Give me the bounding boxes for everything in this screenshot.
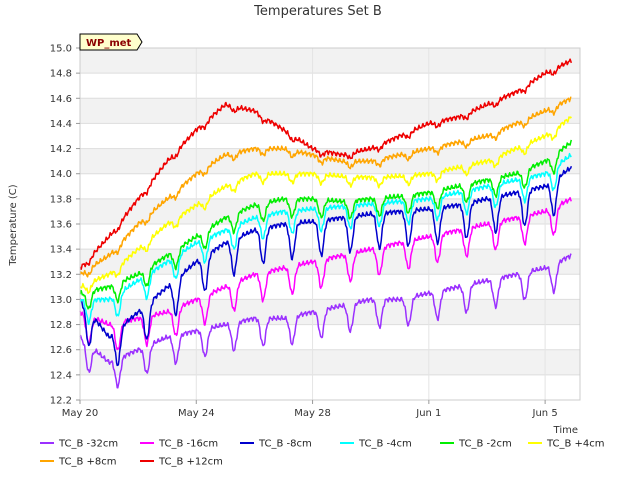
x-tick-label: May 20 [62, 408, 99, 419]
badge-box [79, 33, 143, 51]
legend: TC_B -32cm TC_B -16cm TC_B -8cm TC_B -4cm TC… [40, 439, 605, 468]
x-tick-label: Jun 5 [532, 408, 558, 419]
x-axis-label: Time [553, 425, 578, 436]
legend-label: TC_B +8cm [58, 457, 117, 468]
series-line [79, 152, 572, 326]
legend-label: TC_B +12cm [158, 457, 223, 468]
series-layer [79, 58, 573, 389]
y-tick-label: 13.4 [50, 245, 72, 256]
y-tick-label: 14.4 [50, 119, 72, 130]
legend-label: TC_B -32cm [58, 439, 118, 450]
axes: 12.2 12.4 12.6 12.8 13.0 13.2 13.4 13.6 13.8 14.0… [50, 44, 581, 419]
y-tick-label: 14.2 [50, 144, 72, 155]
legend-label: TC_B +4cm [546, 439, 605, 450]
badge: WP_met [79, 33, 143, 51]
x-tick-label: May 24 [178, 408, 215, 419]
grid-band [80, 249, 580, 275]
y-tick-label: 13.6 [50, 220, 72, 231]
grid-band [80, 98, 580, 124]
y-tick-label: 13.2 [50, 270, 72, 281]
grid-band [80, 299, 580, 325]
series-line [79, 196, 572, 351]
series-line [79, 139, 573, 310]
y-axis-label: Temperature (C) [8, 184, 19, 266]
series-line [79, 58, 573, 270]
y-tick-label: 12.8 [50, 320, 72, 331]
y-tick-label: 12.4 [50, 370, 72, 381]
legend-label: TC_B -8cm [258, 439, 312, 450]
y-tick-label: 15.0 [50, 44, 72, 55]
x-tick-label: May 28 [294, 408, 331, 419]
series-line [79, 96, 572, 278]
legend-label: TC_B -4cm [358, 439, 412, 450]
y-tick-label: 12.2 [50, 396, 72, 407]
chart-title: Temperatures Set B [253, 4, 382, 19]
y-tick-label: 13.0 [50, 295, 72, 306]
y-tick-label: 14.0 [50, 169, 72, 180]
y-tick-label: 14.8 [50, 69, 72, 80]
series-line [79, 253, 572, 389]
y-tick-label: 12.6 [50, 345, 72, 356]
series-line [79, 165, 573, 367]
series-line [79, 116, 572, 295]
grid-band [80, 48, 580, 74]
badge-label: WP_met [86, 38, 132, 49]
y-tick-label: 13.8 [50, 194, 72, 205]
y-tick-label: 14.6 [50, 94, 72, 105]
legend-label: TC_B -16cm [158, 439, 218, 450]
grid-band [80, 349, 580, 375]
x-tick-label: Jun 1 [415, 408, 441, 419]
legend-label: TC_B -2cm [458, 439, 512, 450]
